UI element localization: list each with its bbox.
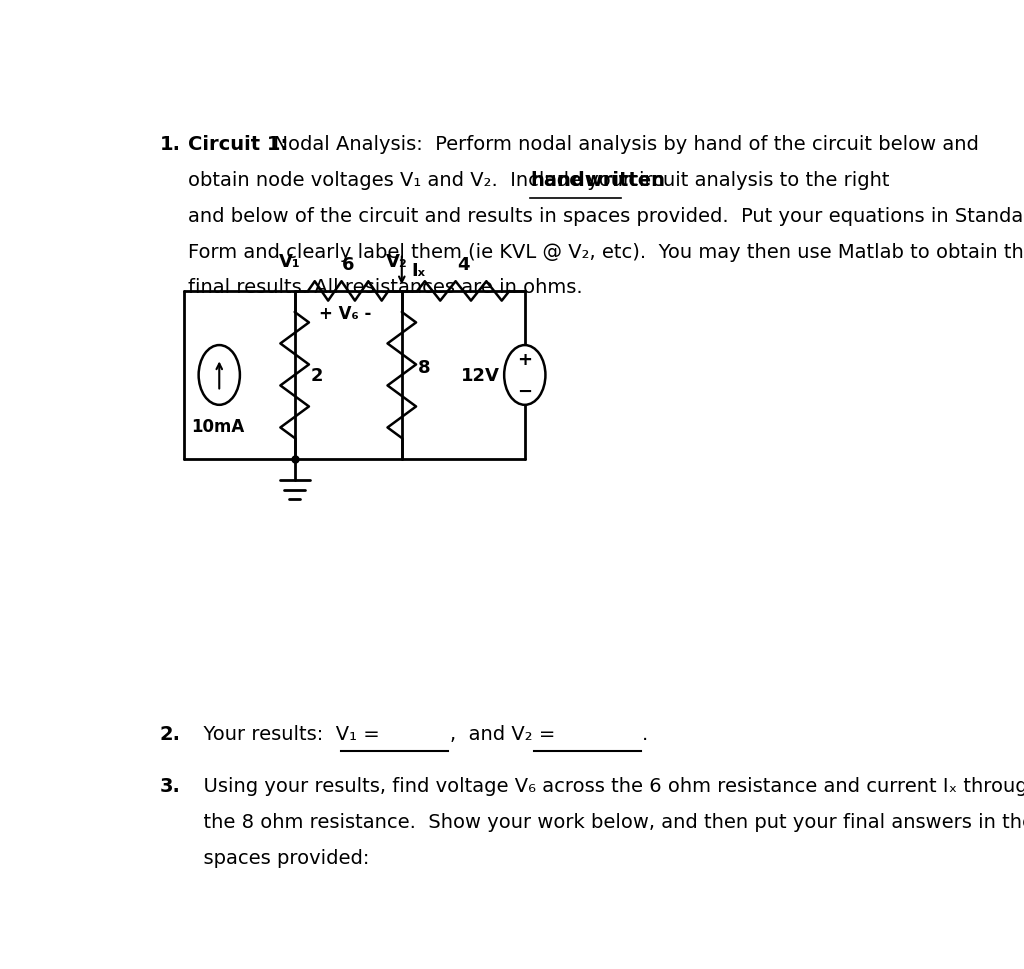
Text: 2: 2 — [310, 366, 323, 385]
Text: Iₓ: Iₓ — [412, 262, 425, 280]
Text: .: . — [642, 725, 648, 743]
Text: 1.: 1. — [160, 135, 181, 154]
Text: Nodal Analysis:  Perform nodal analysis by hand of the circuit below and: Nodal Analysis: Perform nodal analysis b… — [261, 135, 979, 154]
Text: ,  and V₂ =: , and V₂ = — [451, 725, 562, 743]
Text: circuit analysis to the right: circuit analysis to the right — [622, 171, 889, 190]
Text: handwritten: handwritten — [530, 171, 666, 190]
Text: final results. All resistances are in ohms.: final results. All resistances are in oh… — [187, 278, 583, 297]
Text: 2.: 2. — [160, 725, 181, 743]
Text: obtain node voltages V₁ and V₂.  Include your: obtain node voltages V₁ and V₂. Include … — [187, 171, 637, 190]
Text: Form and clearly label them (ie KVL @ V₂, etc).  You may then use Matlab to obta: Form and clearly label them (ie KVL @ V₂… — [187, 242, 1024, 262]
Ellipse shape — [504, 346, 546, 405]
Text: spaces provided:: spaces provided: — [191, 848, 370, 867]
Text: V₂: V₂ — [386, 253, 408, 270]
Text: Using your results, find voltage V₆ across the 6 ohm resistance and current Iₓ t: Using your results, find voltage V₆ acro… — [191, 776, 1024, 796]
Text: 6: 6 — [342, 256, 354, 273]
Text: V₁: V₁ — [279, 253, 301, 270]
Text: 10mA: 10mA — [191, 418, 245, 435]
Text: 8: 8 — [418, 359, 430, 377]
Text: + V₆ -: + V₆ - — [318, 305, 372, 323]
Text: and below of the circuit and results in spaces provided.  Put your equations in : and below of the circuit and results in … — [187, 206, 1024, 226]
Text: the 8 ohm resistance.  Show your work below, and then put your final answers in : the 8 ohm resistance. Show your work bel… — [191, 812, 1024, 831]
Text: +: + — [517, 350, 532, 368]
Text: 12V: 12V — [461, 366, 500, 385]
Text: 4: 4 — [457, 256, 470, 273]
Text: 3.: 3. — [160, 776, 180, 796]
Text: Circuit 1:: Circuit 1: — [187, 135, 288, 154]
Ellipse shape — [199, 346, 240, 405]
Text: −: − — [517, 383, 532, 401]
Text: Your results:  V₁ =: Your results: V₁ = — [191, 725, 386, 743]
